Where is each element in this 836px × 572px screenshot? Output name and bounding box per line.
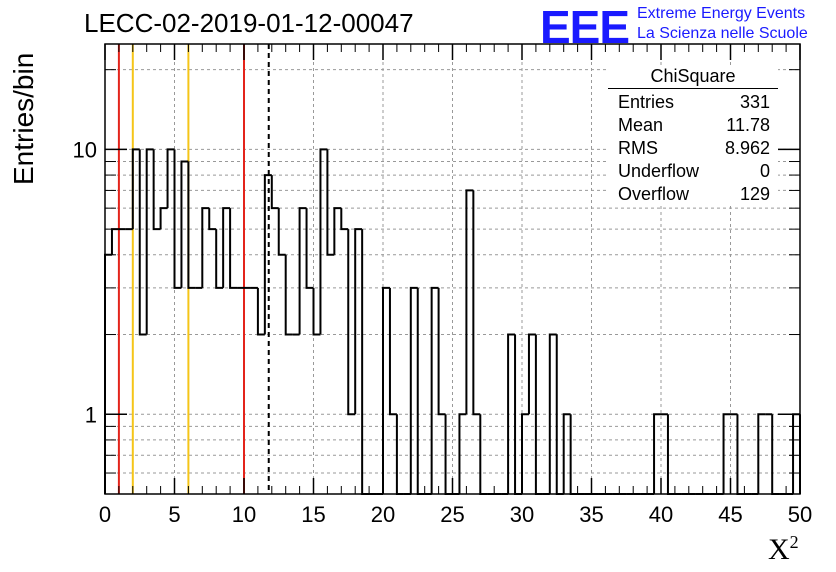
histogram-bin <box>326 149 335 256</box>
x-tick-label: 0 <box>99 502 111 527</box>
histogram-bin <box>104 253 112 494</box>
x-tick-label: 25 <box>440 502 464 527</box>
histogram-bin <box>305 208 314 289</box>
x-tick-label: 20 <box>371 502 395 527</box>
stats-box: ChiSquare Entries 331 Mean 11.78 RMS 8.962 … <box>608 66 778 206</box>
stats-value: 8.962 <box>724 138 770 158</box>
histogram-bin <box>333 207 342 255</box>
histogram-bin <box>548 333 557 494</box>
x-tick-label: 50 <box>788 502 812 527</box>
histogram-bin <box>173 149 182 289</box>
stats-label: RMS <box>618 138 658 158</box>
stats-row-entries: Entries 331 <box>608 91 778 114</box>
x-tick-label: 40 <box>649 502 673 527</box>
histogram-bin <box>465 189 474 415</box>
histogram-bin <box>388 287 397 416</box>
histogram-bin <box>527 333 536 415</box>
x-tick-label: 15 <box>301 502 325 527</box>
histogram-bin <box>361 229 370 495</box>
x-axis-label-superscript: 2 <box>789 532 799 552</box>
histogram-bin <box>319 148 328 335</box>
x-axis-label: X2 <box>768 532 799 567</box>
eee-logo: EEE <box>540 1 630 53</box>
histogram-bin <box>430 286 439 494</box>
histogram-bin <box>757 413 766 494</box>
histogram-bin <box>382 286 390 494</box>
logo-line-1: Extreme Energy Events <box>637 5 806 22</box>
histogram-bin <box>145 148 154 335</box>
histogram-bin <box>472 190 481 416</box>
chart-title: LECC-02-2019-01-12-00047 <box>84 8 414 38</box>
stats-label: Underflow <box>618 161 700 181</box>
histogram-bin <box>270 175 279 210</box>
stats-value: 129 <box>739 184 770 204</box>
histogram-bin <box>284 254 293 336</box>
logo-line-2: La Scienza nelle Scuole <box>637 25 808 42</box>
histogram-bin <box>312 287 321 336</box>
histogram-bin <box>187 161 196 289</box>
histogram-bin <box>507 333 516 494</box>
stats-row-overflow: Overflow 129 <box>608 183 778 206</box>
histogram-bin <box>416 287 425 495</box>
histogram-bin <box>653 413 661 494</box>
histogram-bin <box>138 149 147 336</box>
stats-value: 11.78 <box>726 115 770 135</box>
histogram-bin <box>562 413 571 494</box>
x-tick-label: 45 <box>718 502 742 527</box>
stats-row-rms: RMS 8.962 <box>608 137 778 160</box>
histogram-bin <box>354 228 363 415</box>
histogram-bin <box>277 208 286 256</box>
stats-label: Mean <box>618 115 664 135</box>
stats-row-underflow: Underflow 0 <box>608 160 778 183</box>
histogram-bin <box>152 149 161 231</box>
histogram-bin <box>110 228 119 255</box>
histogram-bin <box>229 208 238 289</box>
histogram-bin <box>159 207 168 230</box>
x-tick-label: 5 <box>168 502 180 527</box>
stats-title: ChiSquare <box>608 66 778 89</box>
tick-labels: 0 5 10 15 20 25 30 35 40 45 50 1 10 <box>73 137 813 527</box>
y-tick-label: 10 <box>73 137 97 162</box>
histogram-bin <box>521 413 529 494</box>
histogram-bin <box>340 208 349 231</box>
logo-caption: Extreme Energy Events La Scienza nelle S… <box>637 4 808 44</box>
x-axis-label-base: X <box>768 533 790 566</box>
axis-ticks <box>104 44 801 494</box>
histogram-bin <box>222 207 231 288</box>
stats-value: 331 <box>739 92 770 112</box>
histogram-bin <box>409 286 418 494</box>
histogram-bin <box>458 413 467 494</box>
histogram-bin <box>263 174 272 335</box>
histogram-bin <box>215 229 224 289</box>
y-tick-label: 1 <box>85 402 97 427</box>
histogram-bin <box>437 287 446 416</box>
histogram-bin <box>347 229 356 416</box>
stats-label: Overflow <box>618 184 690 204</box>
stats-row-mean: Mean 11.78 <box>608 114 778 137</box>
histogram-bin <box>180 160 189 288</box>
x-tick-label: 30 <box>510 502 534 527</box>
histogram-bin <box>131 148 140 230</box>
y-axis-label: Entries/bin <box>8 52 39 185</box>
x-tick-label: 10 <box>232 502 256 527</box>
histogram-bin <box>201 207 210 288</box>
histogram-bin <box>722 413 731 494</box>
x-tick-label: 35 <box>579 502 603 527</box>
histogram-bin <box>298 207 307 335</box>
stats-value: 0 <box>759 161 770 181</box>
histogram-bin <box>256 287 265 336</box>
stats-label: Entries <box>618 92 675 112</box>
histogram-bin <box>166 148 175 209</box>
histogram-bin <box>208 208 217 231</box>
